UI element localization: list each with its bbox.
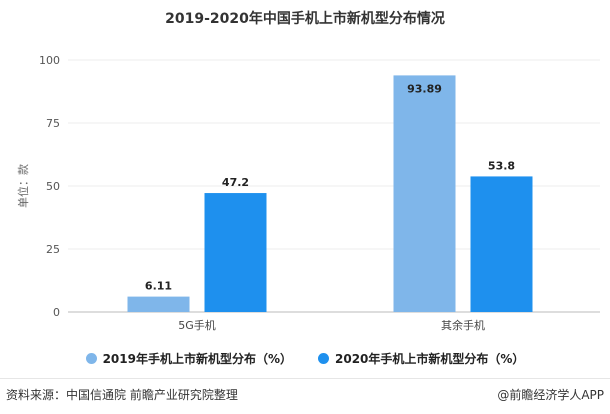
data-label: 93.89 — [407, 82, 442, 95]
y-tick-label: 0 — [53, 306, 60, 319]
y-tick-label: 100 — [39, 54, 60, 67]
legend-item-2020[interactable]: 2020年手机上市新机型分布（%） — [318, 350, 524, 367]
legend-marker-2020 — [318, 353, 329, 364]
brand-credit: @前瞻经济学人APP — [497, 388, 604, 402]
x-tick-label: 其余手机 — [441, 318, 485, 332]
bar-2019-0 — [127, 296, 190, 312]
data-label: 6.11 — [145, 280, 172, 293]
data-label: 47.2 — [222, 176, 249, 189]
legend-marker-2019 — [85, 353, 97, 364]
legend: 2019年手机上市新机型分布（%） 2020年手机上市新机型分布（%） — [0, 350, 610, 367]
bar-2020-1 — [470, 176, 533, 312]
footer-divider — [0, 378, 610, 379]
chart-title: 2019-2020年中国手机上市新机型分布情况 — [165, 11, 445, 27]
bar-2019-1 — [393, 75, 456, 312]
legend-label-2020: 2020年手机上市新机型分布（%） — [335, 352, 525, 366]
source-note: 资料来源：中国信通院 前瞻产业研究院整理 — [6, 388, 238, 402]
data-label: 53.8 — [488, 159, 515, 172]
legend-item-2019[interactable]: 2019年手机上市新机型分布（%） — [85, 350, 292, 367]
bar-2020-0 — [204, 193, 267, 312]
y-tick-label: 25 — [46, 243, 60, 256]
y-axis-label: 单位：款 — [16, 164, 30, 208]
y-tick-label: 50 — [46, 180, 60, 193]
x-tick-label: 5G手机 — [178, 318, 216, 332]
legend-label-2019: 2019年手机上市新机型分布（%） — [102, 352, 292, 366]
y-tick-label: 75 — [46, 117, 60, 130]
